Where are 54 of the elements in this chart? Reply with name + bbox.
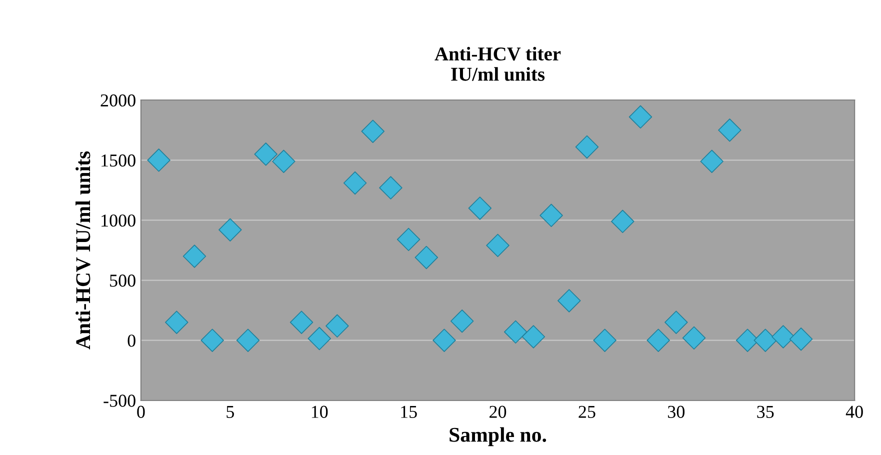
point (361, 120, 384, 143)
point (504, 320, 528, 344)
point (522, 325, 546, 348)
point (754, 328, 777, 352)
y-tick-label: 0 (128, 334, 136, 347)
point (486, 234, 510, 258)
point (326, 314, 349, 338)
point (272, 150, 296, 173)
x-tick-label: 15 (401, 406, 417, 418)
point (772, 325, 795, 348)
point (540, 204, 563, 228)
point (379, 176, 402, 200)
x-tick-label: 40 (846, 406, 863, 418)
point (664, 310, 688, 334)
chart-title: Anti-HCV titer IU/ml units (434, 46, 561, 81)
x-tick-label: 5 (226, 406, 234, 418)
x-tick-label: 10 (312, 406, 328, 418)
point (236, 328, 260, 352)
point (432, 328, 456, 352)
point (468, 196, 492, 220)
x-tick-label: 25 (578, 406, 596, 418)
y-axis-title: Anti-HCV IU/ml units (76, 151, 90, 350)
point (308, 326, 331, 350)
y-tick-label: 500 (110, 274, 136, 287)
point (450, 310, 474, 333)
point (290, 310, 314, 334)
y-tick-label: 1000 (102, 214, 136, 227)
point (218, 218, 242, 242)
point (575, 135, 599, 159)
point (254, 142, 278, 166)
point (200, 328, 224, 352)
x-tick-label: 20 (490, 406, 506, 418)
point (628, 105, 652, 129)
y-tick-label: 2000 (100, 94, 136, 107)
point (414, 246, 438, 270)
point (396, 228, 420, 252)
point (147, 148, 170, 172)
point (646, 328, 670, 352)
point (593, 328, 616, 352)
y-tick-label: 1500 (102, 154, 136, 167)
point (165, 310, 188, 334)
point (558, 289, 581, 312)
point (682, 326, 706, 350)
point (611, 210, 634, 234)
point (700, 150, 724, 173)
x-tick-label: 30 (668, 406, 685, 418)
x-tick-label: 35 (757, 406, 774, 418)
y-tick-label: -500 (104, 394, 136, 407)
point (343, 171, 367, 195)
x-axis-title: Sample no. (450, 427, 546, 446)
point (789, 328, 813, 351)
x-tick-label: 0 (137, 406, 145, 418)
point (718, 118, 742, 142)
point (182, 244, 206, 268)
